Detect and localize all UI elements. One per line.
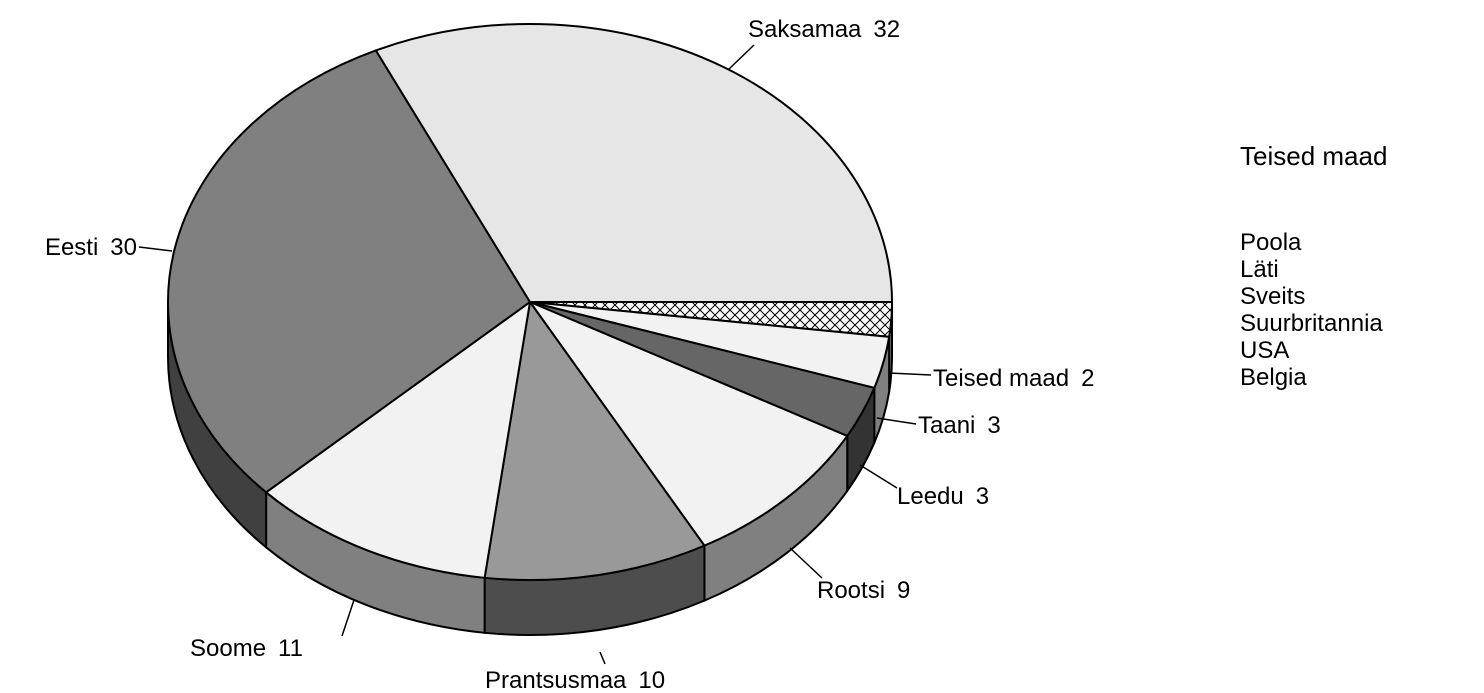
leader-line xyxy=(876,417,917,425)
slice xyxy=(167,49,532,494)
leader-line xyxy=(138,246,173,252)
note-item: Läti xyxy=(1240,256,1279,283)
slice-value: 3 xyxy=(976,483,989,510)
slice xyxy=(527,299,849,547)
leader-line xyxy=(789,547,823,579)
leader-line xyxy=(859,464,898,489)
note-item: Poola xyxy=(1240,229,1302,256)
note-item: Sveits xyxy=(1240,283,1305,310)
leader-line xyxy=(888,372,932,376)
slice-label: Taani 3 xyxy=(918,412,1001,439)
slice-name: Eesti xyxy=(45,234,98,261)
slice-label: Teised maad 2 xyxy=(933,365,1094,392)
slice-name: Soome xyxy=(190,635,266,662)
slice-value: 10 xyxy=(638,667,665,693)
slice-value: 2 xyxy=(1081,365,1094,392)
slice-name: Prantsusmaa xyxy=(485,667,627,693)
slice-name: Rootsi xyxy=(817,577,885,604)
leader-line xyxy=(727,44,755,71)
slice-labels: Teised maad 2 Taani 3 Leedu 3 Rootsi 9 Prantsusm… xyxy=(45,16,1095,693)
note-item: USA xyxy=(1240,337,1289,364)
leader-line xyxy=(599,651,606,665)
slice-name: Leedu xyxy=(897,483,964,510)
note-title: Teised maad xyxy=(1240,141,1387,171)
note-item: Belgia xyxy=(1240,364,1307,391)
slice-name: Saksamaa xyxy=(748,16,862,43)
slice-name: Taani xyxy=(918,412,975,439)
slice xyxy=(374,23,894,303)
pie-sides xyxy=(167,301,893,636)
slice-value: 3 xyxy=(987,412,1000,439)
slice-value: 9 xyxy=(897,577,910,604)
slice-label: Leedu 3 xyxy=(897,483,989,510)
slice-label: Rootsi 9 xyxy=(817,577,910,604)
slice-name: Teised maad xyxy=(933,365,1069,392)
slice-label: Prantsusmaa 10 xyxy=(485,667,665,693)
slice-label: Eesti 30 xyxy=(45,234,137,261)
slice-label: Soome 11 xyxy=(190,635,303,662)
slice-value: 11 xyxy=(278,635,303,662)
slice-value: 30 xyxy=(110,234,137,261)
slice xyxy=(264,299,532,579)
slice xyxy=(483,299,706,581)
slice-value: 32 xyxy=(873,16,900,43)
slice-label: Saksamaa 32 xyxy=(748,16,900,43)
leader-line xyxy=(341,599,355,637)
note-item: Suurbritannia xyxy=(1240,310,1383,337)
pie-tops xyxy=(167,23,894,581)
